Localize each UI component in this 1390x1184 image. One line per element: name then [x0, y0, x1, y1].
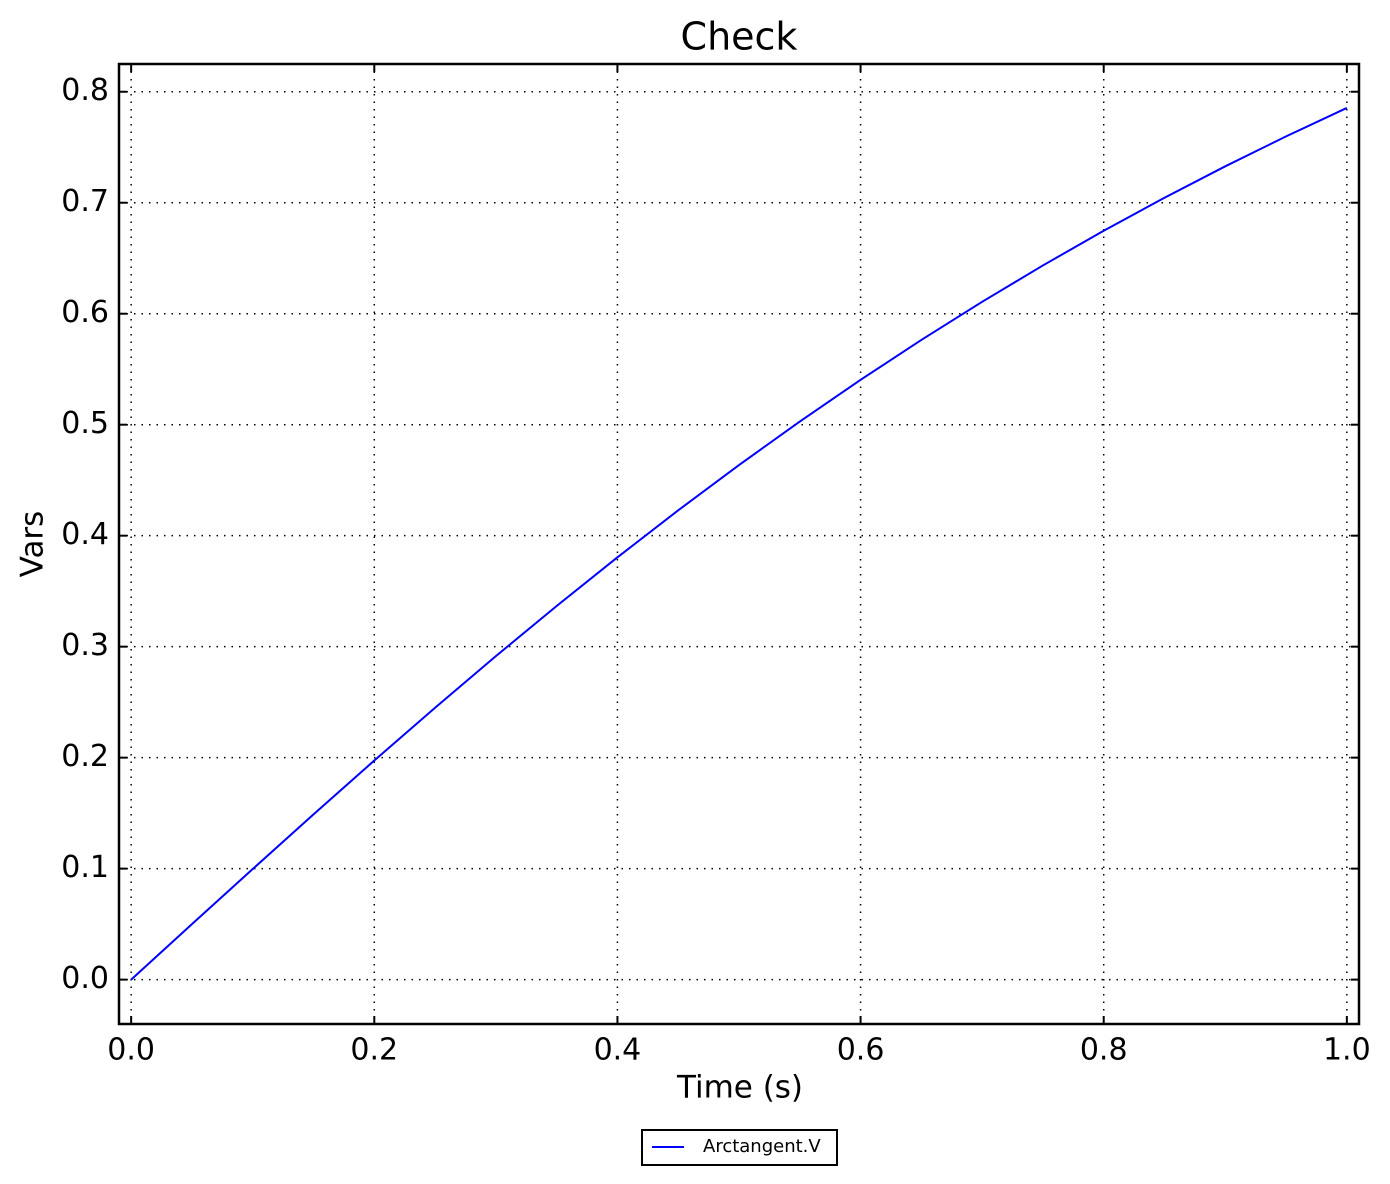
y-tick-label: 0.6 — [61, 295, 109, 330]
y-tick-label: 0.0 — [61, 961, 109, 996]
x-axis-label: Time (s) — [676, 1070, 803, 1106]
y-tick-label: 0.2 — [61, 739, 109, 774]
y-tick-label: 0.1 — [61, 850, 109, 885]
x-tick-label: 1.0 — [1323, 1033, 1371, 1068]
x-tick-label: 0.4 — [594, 1033, 642, 1068]
x-tick-label: 0.2 — [350, 1033, 398, 1068]
x-tick-label: 0.0 — [107, 1033, 155, 1068]
y-tick-label: 0.5 — [61, 406, 109, 441]
y-tick-label: 0.4 — [61, 517, 109, 552]
y-tick-label: 0.7 — [61, 184, 109, 219]
x-tick-label: 0.8 — [1080, 1033, 1128, 1068]
y-tick-label: 0.3 — [61, 628, 109, 663]
x-tick-label: 0.6 — [837, 1033, 885, 1068]
chart-title: Check — [681, 15, 798, 59]
y-tick-label: 0.8 — [61, 73, 109, 108]
data-line — [130, 107, 1348, 981]
y-axis-label: Vars — [15, 511, 51, 578]
plot-frame — [117, 62, 1361, 1026]
legend-label: Arctangent.V — [703, 1136, 821, 1157]
